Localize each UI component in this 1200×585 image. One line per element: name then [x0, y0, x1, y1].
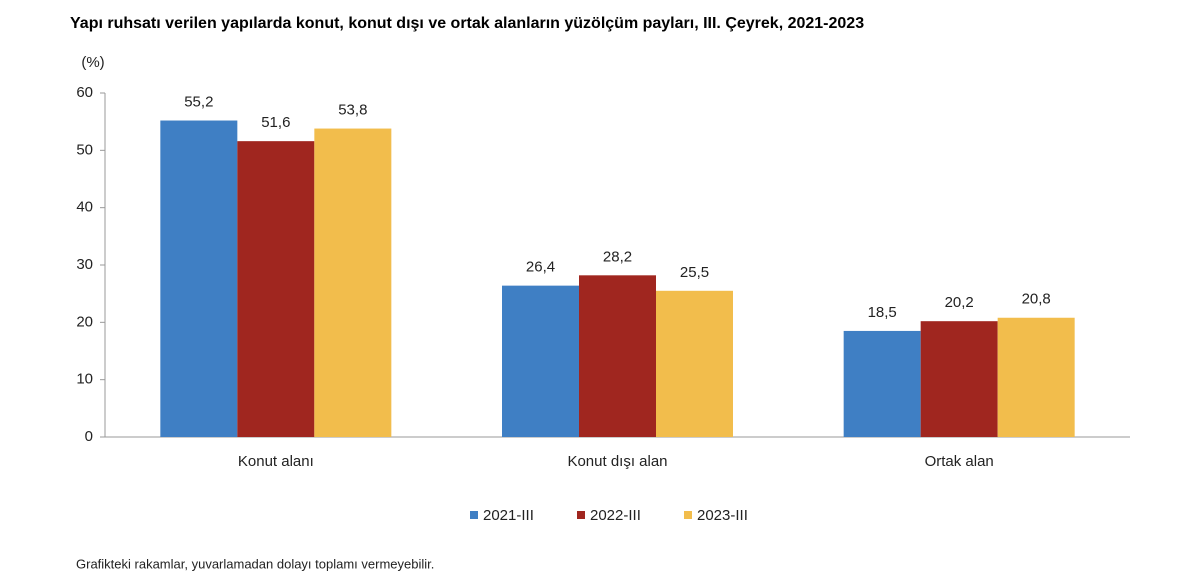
x-tick-label: Konut dışı alan	[567, 453, 667, 470]
bar	[237, 141, 315, 437]
value-label: 20,2	[945, 294, 974, 311]
bar	[314, 128, 392, 437]
value-label: 55,2	[184, 93, 213, 110]
legend-swatch	[470, 511, 478, 519]
legend-label: 2022-III	[590, 507, 641, 524]
y-tick-label: 10	[76, 371, 93, 388]
bar	[843, 330, 921, 437]
value-label: 53,8	[338, 102, 367, 119]
y-tick-label: 50	[76, 141, 93, 158]
chart-title: Yapı ruhsatı verilen yapılarda konut, ko…	[70, 15, 864, 32]
value-label: 20,8	[1022, 291, 1051, 308]
y-tick-label: 60	[76, 84, 93, 101]
bar	[160, 120, 238, 438]
x-tick-label: Ortak alan	[925, 453, 994, 470]
bar	[920, 321, 998, 437]
value-label: 51,6	[261, 114, 290, 131]
legend-swatch	[684, 511, 692, 519]
legend-label: 2023-III	[697, 507, 748, 524]
bar	[656, 290, 733, 437]
legend-label: 2021-III	[483, 507, 534, 524]
y-tick-label: 20	[76, 313, 93, 330]
footnote: Grafikteki rakamlar, yuvarlamadan dolayı…	[76, 556, 434, 571]
value-label: 18,5	[868, 304, 897, 321]
bar	[579, 275, 656, 437]
value-label: 28,2	[603, 248, 632, 265]
y-tick-label: 40	[76, 199, 93, 216]
value-label: 25,5	[680, 264, 709, 281]
bar	[502, 285, 579, 437]
y-tick-label: 30	[76, 256, 93, 273]
x-tick-label: Konut alanı	[238, 453, 314, 470]
legend-swatch	[577, 511, 585, 519]
y-axis-label: (%)	[81, 54, 104, 71]
y-tick-label: 0	[85, 428, 93, 445]
value-label: 26,4	[526, 259, 555, 276]
bar	[997, 317, 1075, 437]
